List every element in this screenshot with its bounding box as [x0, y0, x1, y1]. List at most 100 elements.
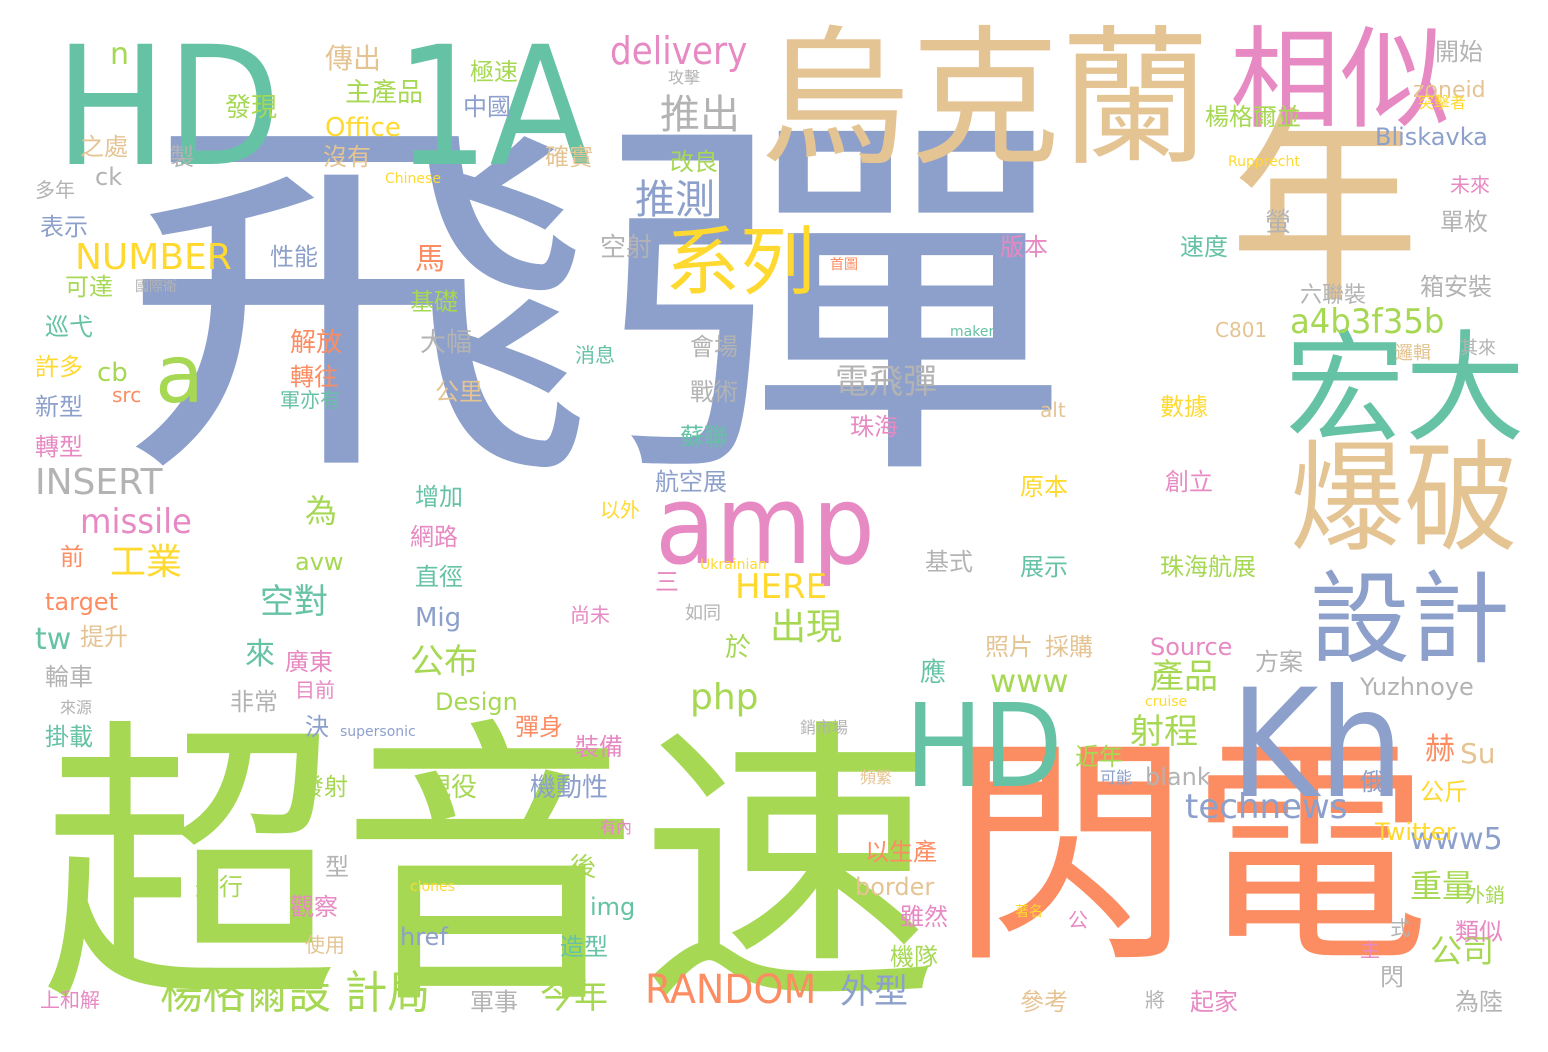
cloud-word: 推出 [660, 92, 740, 138]
cloud-word: 多年 [35, 178, 75, 202]
cloud-word: target [45, 588, 118, 616]
cloud-word: cruise [1145, 694, 1188, 710]
cloud-word: Mig [415, 603, 462, 633]
cloud-word: n [110, 37, 130, 72]
cloud-word: 閃 [1380, 963, 1404, 991]
cloud-word: 發現 [225, 93, 278, 123]
cloud-word: Kh [1230, 658, 1405, 832]
cloud-word: 前 [60, 543, 84, 571]
cloud-word: 以生產 [865, 838, 937, 866]
cloud-word: Office [325, 113, 401, 143]
cloud-word: HERE [735, 567, 828, 607]
cloud-word: 提升 [80, 623, 128, 651]
cloud-word: 楊格爾設 計局 [160, 966, 431, 1019]
cloud-word: technews [1185, 787, 1348, 827]
cloud-word: amp [655, 461, 875, 589]
cloud-word: 上和解 [40, 988, 100, 1012]
cloud-word: 消息 [575, 343, 615, 367]
cloud-word: 機動性 [530, 773, 609, 803]
cloud-word: 參考 [1020, 988, 1068, 1016]
cloud-word: 蘇聯 [680, 423, 728, 451]
cloud-word: 新型 [35, 393, 83, 421]
cloud-word: 軍事 [470, 988, 518, 1016]
cloud-word: 空射 [600, 233, 653, 263]
cloud-word: a4b3f35b [1290, 302, 1445, 342]
cloud-word: maker [950, 324, 995, 340]
cloud-word: 將 [1145, 988, 1165, 1012]
cloud-word: 之處 [80, 133, 128, 161]
cloud-word: src [112, 383, 142, 407]
cloud-word: href [400, 923, 448, 951]
cloud-word: 速度 [1180, 233, 1228, 261]
cloud-word: 解放 [290, 328, 343, 358]
cloud-word: border [855, 873, 935, 901]
cloud-word: Design [435, 688, 518, 716]
cloud-word: 基礎 [410, 288, 458, 316]
cloud-word: a [155, 328, 205, 421]
cloud-word: 直徑 [415, 563, 463, 591]
cloud-word: Bliskavka [1375, 123, 1488, 151]
cloud-word: Yuzhnoye [1360, 673, 1474, 701]
cloud-word: 銷市場 [800, 718, 849, 737]
cloud-word: 國際衛 [135, 279, 177, 295]
cloud-word: ck [95, 163, 123, 191]
cloud-word: Chinese [385, 171, 441, 187]
cloud-word: 使用 [305, 933, 345, 957]
cloud-word: 目前 [295, 678, 335, 702]
cloud-word: 機隊 [890, 943, 938, 971]
cloud-word: 閃電 [950, 715, 1431, 995]
cloud-word: 有內 [600, 818, 633, 837]
cloud-word: 傳出 [325, 42, 382, 75]
cloud-word: 數據 [1160, 393, 1208, 421]
cloud-word: 造型 [560, 933, 608, 961]
cloud-word: Rupprecht [1228, 154, 1300, 170]
cloud-word: 相似 [1230, 16, 1450, 144]
cloud-word: 極速 [470, 58, 518, 86]
cloud-word: 主產品 [345, 78, 424, 108]
cloud-word: C801 [1215, 318, 1268, 342]
cloud-word: 公 [1068, 908, 1088, 932]
cloud-word: 掛載 [45, 723, 93, 751]
cloud-word: 後 [570, 853, 597, 883]
cloud-word: 攻擊 [668, 68, 701, 87]
cloud-word: 未來 [1450, 173, 1490, 197]
cloud-word: zoneid [1413, 78, 1486, 103]
cloud-word: 珠海 [850, 413, 898, 441]
cloud-word: 爆破 [1290, 430, 1518, 569]
cloud-word: 沒有 [323, 143, 371, 171]
cloud-word: INSERT [35, 462, 163, 503]
cloud-word: 其來 [1460, 338, 1496, 359]
cloud-word: cb [97, 358, 128, 388]
cloud-word: php [690, 677, 759, 718]
cloud-word: 原本 [1020, 473, 1068, 501]
cloud-word: 決 [305, 713, 329, 741]
cloud-word: 性能 [270, 243, 318, 271]
cloud-word: 來源 [60, 698, 93, 717]
cloud-word: 軍亦有 [280, 388, 340, 412]
cloud-word: 型 [325, 853, 349, 881]
cloud-word: 方案 [1255, 648, 1303, 676]
cloud-word: Ukrainian [700, 557, 767, 573]
cloud-word: 非常 [230, 688, 278, 716]
cloud-word: 突擊者 [1418, 93, 1467, 112]
cloud-word: missile [80, 502, 192, 542]
cloud-word: 許多 [35, 353, 83, 381]
cloud-word: 出現 [770, 607, 843, 648]
cloud-word: 照片 [985, 633, 1033, 661]
cloud-word: 採購 [1045, 633, 1093, 661]
cloud-word: alt [1040, 398, 1066, 422]
cloud-word: 俄 [1360, 768, 1384, 796]
cloud-word: 來 [245, 637, 275, 672]
cloud-word: 首圖 [830, 257, 858, 273]
cloud-word: 於 [725, 633, 752, 663]
cloud-word: 螢 [1265, 208, 1292, 238]
cloud-word: 式 [1390, 916, 1410, 940]
cloud-word: 電飛彈 [835, 362, 937, 402]
cloud-word: HD [905, 680, 1063, 814]
cloud-word: 公里 [435, 378, 483, 406]
cloud-word: 今年 [540, 977, 608, 1017]
cloud-word: 主 [1360, 938, 1380, 962]
cloud-word: 雖然 [900, 903, 948, 931]
cloud-word: 重量 [1410, 867, 1475, 905]
cloud-word: 射程 [1130, 712, 1198, 752]
